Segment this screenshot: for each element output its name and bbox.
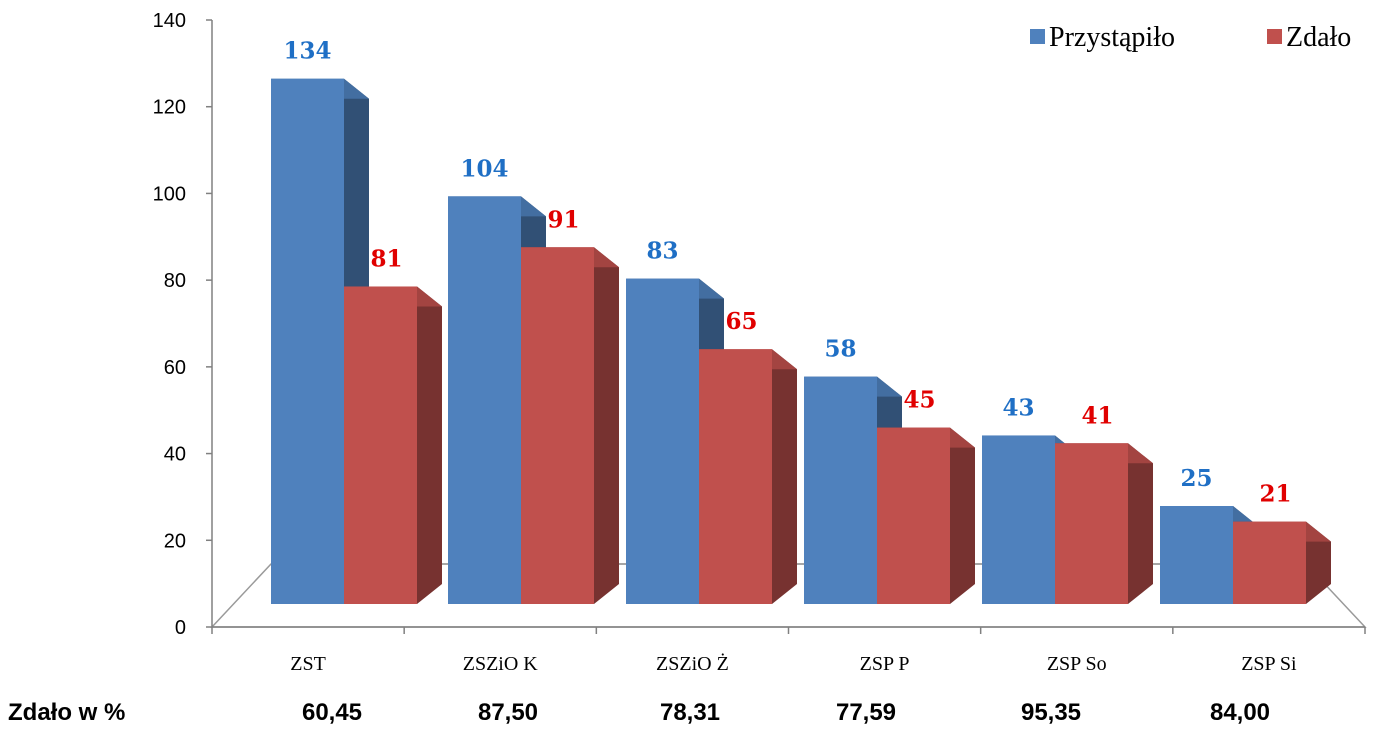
bar [877, 427, 950, 604]
bar [804, 376, 877, 604]
data-labels: 134 81 104 91 83 65 58 45 43 41 25 21 [283, 38, 1291, 508]
percent-row: Zdało w % 60,45 87,50 78,31 77,59 95,35 84,00 [8, 699, 1270, 726]
data-label: 81 [370, 245, 402, 272]
bar-side [594, 247, 619, 604]
percent-row-label: Zdało w % [8, 699, 125, 726]
percent-value: 95,35 [1021, 699, 1081, 726]
bar [271, 78, 344, 605]
data-label: 83 [646, 238, 678, 265]
x-tick-label: ZSZiO Ż [656, 652, 729, 675]
x-tick-label: ZSP Si [1241, 653, 1297, 675]
legend-swatch [1030, 29, 1045, 44]
data-label: 25 [1180, 465, 1212, 492]
x-tick-label: ZST [290, 653, 326, 675]
x-tick-label: ZSP P [860, 653, 910, 675]
y-tick-label: 140 [153, 10, 186, 32]
bar-side [1128, 443, 1153, 604]
data-label: 43 [1002, 394, 1034, 421]
bar [448, 196, 521, 604]
bar [626, 278, 699, 604]
x-tick-label: ZSZiO K [463, 653, 539, 675]
bar-side [772, 349, 797, 604]
bar [699, 349, 772, 604]
percent-value: 84,00 [1210, 699, 1270, 726]
x-tick-label: ZSP So [1047, 653, 1107, 675]
y-tick-label: 20 [164, 530, 186, 552]
y-tick-label: 80 [164, 270, 186, 292]
data-label: 45 [903, 387, 935, 414]
bar-side [1306, 521, 1331, 604]
bar [521, 247, 594, 604]
percent-value: 78,31 [660, 699, 720, 726]
legend: Przystąpiło Zdało [1030, 22, 1351, 53]
data-label: 91 [547, 206, 579, 233]
legend-swatch [1267, 29, 1282, 44]
bars [271, 78, 1331, 605]
percent-value: 87,50 [478, 699, 538, 726]
data-label: 65 [725, 308, 757, 335]
bar-side [417, 286, 442, 604]
data-label: 134 [283, 38, 331, 65]
bar [344, 286, 417, 604]
legend-label: Zdało [1286, 22, 1351, 53]
data-label: 104 [460, 155, 508, 182]
y-tick-label: 100 [153, 183, 186, 205]
bar-side [950, 427, 975, 604]
percent-value: 77,59 [836, 699, 896, 726]
bar [1233, 521, 1306, 604]
legend-label: Przystąpiło [1049, 22, 1175, 53]
bar [1055, 443, 1128, 604]
data-label: 41 [1081, 402, 1113, 429]
bar [1160, 506, 1233, 604]
y-axis: 0 20 40 60 80 100 120 140 [153, 10, 1366, 639]
y-tick-label: 60 [164, 357, 186, 379]
percent-value: 60,45 [302, 699, 362, 726]
y-tick-label: 120 [153, 97, 186, 119]
y-tick-label: 0 [175, 617, 186, 639]
x-axis: ZST ZSZiO K ZSZiO Ż ZSP P ZSP So ZSP Si [290, 652, 1297, 675]
bar [982, 435, 1055, 604]
data-label: 58 [824, 336, 856, 363]
y-tick-label: 40 [164, 444, 186, 466]
data-label: 21 [1259, 481, 1291, 508]
